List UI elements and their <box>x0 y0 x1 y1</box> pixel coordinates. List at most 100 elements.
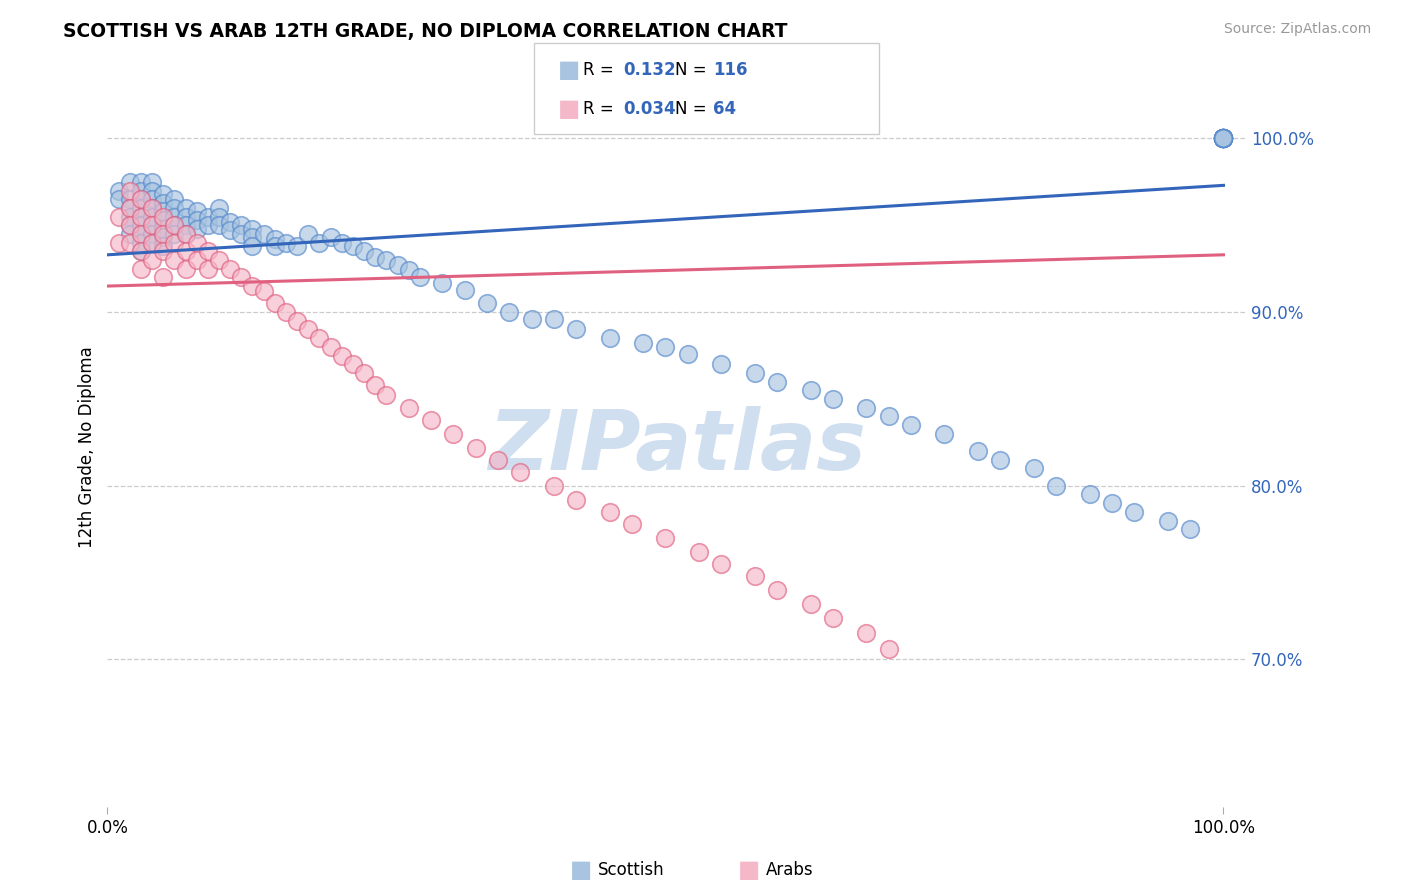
Point <box>152 213 174 227</box>
Text: N =: N = <box>675 100 711 118</box>
Point <box>129 192 152 206</box>
Point <box>654 340 676 354</box>
Point <box>129 227 152 241</box>
Point <box>129 261 152 276</box>
Point <box>319 340 342 354</box>
Text: R =: R = <box>583 100 620 118</box>
Point <box>319 230 342 244</box>
Point <box>152 239 174 253</box>
Point <box>1212 131 1234 145</box>
Point <box>107 184 129 198</box>
Point <box>1212 131 1234 145</box>
Point <box>1156 514 1178 528</box>
Point <box>1101 496 1123 510</box>
Point <box>129 175 152 189</box>
Point <box>118 219 141 233</box>
Point <box>129 219 152 233</box>
Text: 0.034: 0.034 <box>623 100 675 118</box>
Point <box>274 235 297 250</box>
Point <box>330 349 353 363</box>
Point <box>599 505 621 519</box>
Point <box>152 227 174 241</box>
Text: SCOTTISH VS ARAB 12TH GRADE, NO DIPLOMA CORRELATION CHART: SCOTTISH VS ARAB 12TH GRADE, NO DIPLOMA … <box>63 22 787 41</box>
Point <box>129 244 152 259</box>
Point <box>186 204 208 219</box>
Text: 64: 64 <box>713 100 735 118</box>
Point <box>1078 487 1101 501</box>
Point <box>174 244 197 259</box>
Point <box>1212 131 1234 145</box>
Point <box>186 221 208 235</box>
Point <box>152 270 174 285</box>
Point <box>118 201 141 215</box>
Point <box>688 545 710 559</box>
Point <box>988 452 1011 467</box>
Point <box>543 479 565 493</box>
Point <box>398 263 420 277</box>
Point <box>520 312 543 326</box>
Point <box>208 201 231 215</box>
Point <box>1212 131 1234 145</box>
Point <box>654 531 676 545</box>
Point <box>274 305 297 319</box>
Point <box>1212 131 1234 145</box>
Point <box>118 235 141 250</box>
Point <box>129 235 152 250</box>
Point <box>253 285 276 299</box>
Point <box>152 210 174 224</box>
Point <box>475 296 498 310</box>
Point <box>263 239 285 253</box>
Point <box>486 452 509 467</box>
Point <box>599 331 621 345</box>
Text: R =: R = <box>583 62 620 79</box>
Point <box>174 210 197 224</box>
Point <box>107 192 129 206</box>
Point <box>253 227 276 241</box>
Point <box>297 227 319 241</box>
Point <box>118 175 141 189</box>
Point <box>330 235 353 250</box>
Point <box>152 204 174 219</box>
Point <box>129 244 152 259</box>
Point <box>1022 461 1045 475</box>
Point <box>1212 131 1234 145</box>
Point <box>129 192 152 206</box>
Point <box>118 219 141 233</box>
Text: Scottish: Scottish <box>598 861 664 879</box>
Point <box>197 244 219 259</box>
Point <box>375 253 398 268</box>
Point <box>263 232 285 246</box>
Point <box>141 201 163 215</box>
Point <box>186 235 208 250</box>
Point <box>509 465 531 479</box>
Point <box>308 331 330 345</box>
Point <box>409 270 432 285</box>
Point <box>152 195 174 210</box>
Point <box>174 219 197 233</box>
Point <box>152 230 174 244</box>
Point <box>152 187 174 202</box>
Point <box>766 375 789 389</box>
Point <box>934 426 956 441</box>
Point <box>242 279 264 293</box>
Point <box>107 210 129 224</box>
Point <box>141 227 163 241</box>
Point <box>1212 131 1234 145</box>
Point <box>900 417 922 432</box>
Point <box>163 219 186 233</box>
Text: Arabs: Arabs <box>766 861 814 879</box>
Point <box>197 219 219 233</box>
Point <box>766 582 789 597</box>
Point <box>219 223 242 237</box>
Point <box>1178 522 1201 536</box>
Point <box>877 409 900 424</box>
Point <box>375 388 398 402</box>
Point <box>129 201 152 215</box>
Point <box>967 444 990 458</box>
Point <box>219 215 242 229</box>
Point <box>208 210 231 224</box>
Point <box>1212 131 1234 145</box>
Point <box>565 322 588 336</box>
Text: ■: ■ <box>558 97 581 120</box>
Point <box>631 336 654 351</box>
